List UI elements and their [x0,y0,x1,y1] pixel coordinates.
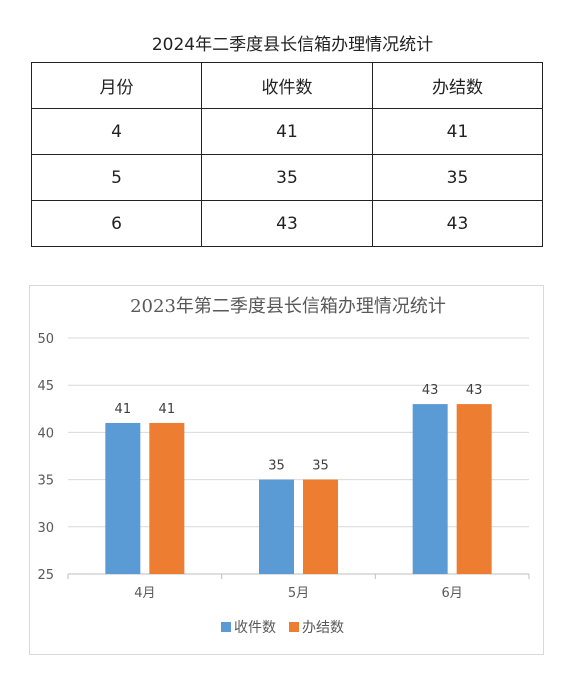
bar-completed [456,404,492,574]
legend-swatch [221,622,231,632]
y-tick-label: 50 [37,332,54,347]
data-label: 43 [466,383,483,398]
data-label: 35 [312,459,329,474]
table-title: 2024年二季度县长信箱办理情况统计 [151,35,434,55]
legend-label: 收件数 [234,620,276,636]
header-completed: 办结数 [372,62,543,109]
x-tick-label: 6月 [442,586,463,601]
table-row: 5 35 35 [31,154,543,201]
cell-received: 41 [201,108,373,155]
cell-completed: 35 [372,154,543,201]
bar-received [412,404,448,574]
y-tick-label: 35 [37,474,54,489]
bar-completed [303,479,338,574]
cell-month: 6 [31,200,202,247]
chart-title: 2023年第二季度县长信箱办理情况统计 [130,296,446,317]
data-label: 41 [159,402,176,417]
bar-received [259,479,294,574]
cell-completed: 43 [372,200,543,247]
y-tick-label: 40 [37,426,54,441]
table-row: 6 43 43 [31,200,543,247]
y-tick-label: 25 [37,568,54,583]
chart-legend: 收件数 办结数 [221,620,344,636]
table-row: 4 41 41 [31,108,543,155]
cell-month: 5 [31,154,202,201]
x-tick-label: 5月 [288,586,309,601]
cell-received: 35 [201,154,373,201]
header-month: 月份 [31,62,202,109]
bar-received [105,422,141,574]
data-label: 41 [115,402,132,417]
bar-completed [149,422,185,574]
cell-completed: 41 [372,108,543,155]
x-tick-label: 4月 [134,586,155,601]
chart-svg: 2023年第二季度县长信箱办理情况统计 25 30 35 40 45 50 4月 41 41 5… [37,296,530,636]
header-received: 收件数 [201,62,373,109]
legend-swatch [289,622,299,632]
data-label: 35 [268,459,285,474]
legend-label: 办结数 [302,620,344,636]
stats-table: 月份 收件数 办结数 4 41 41 5 35 35 6 43 43 [31,62,543,247]
cell-received: 43 [201,200,373,247]
y-tick-label: 45 [37,379,54,394]
data-label: 43 [422,383,439,398]
table-header-row: 月份 收件数 办结数 [31,62,543,109]
bar-chart: 2023年第二季度县长信箱办理情况统计 25 30 35 40 45 50 4月 41 41 5… [29,285,544,655]
y-tick-label: 30 [37,521,54,536]
cell-month: 4 [31,108,202,155]
